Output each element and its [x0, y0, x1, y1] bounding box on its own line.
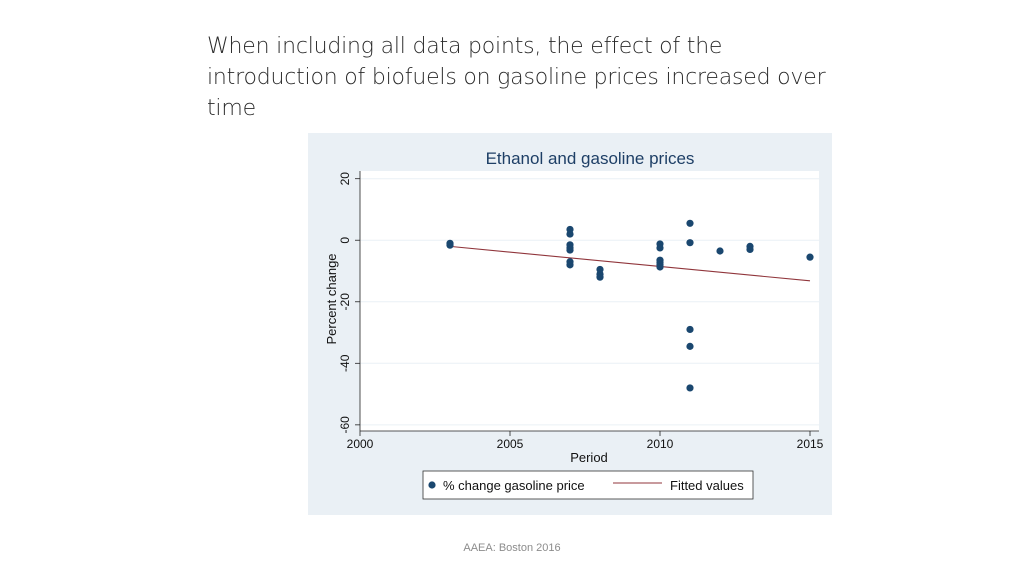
- y-tick-label: -60: [338, 416, 352, 434]
- data-point: [686, 325, 694, 334]
- data-point: [656, 263, 664, 271]
- data-point: [656, 244, 664, 252]
- fitted-line-layer: [449, 245, 811, 282]
- data-point: [566, 261, 574, 269]
- grid-lines: [360, 178, 819, 426]
- data-point: [566, 230, 574, 238]
- data-point: [446, 241, 454, 249]
- x-tick-label: 2005: [497, 437, 524, 451]
- scatter-points: [446, 219, 814, 392]
- data-point: [686, 219, 694, 227]
- y-axis-label: Percent change: [324, 253, 339, 344]
- x-tick-label: 2000: [347, 437, 374, 451]
- axes: 20 0 -20 -40 -60 2000 2005 2010 2015: [338, 171, 824, 451]
- data-point: [596, 273, 604, 281]
- chart-title: Ethanol and gasoline prices: [486, 149, 695, 168]
- data-point: [716, 247, 724, 255]
- x-tick-label: 2010: [647, 437, 674, 451]
- data-point: [566, 246, 574, 254]
- y-tick-label: -20: [338, 293, 352, 311]
- legend-marker-scatter: [428, 481, 436, 489]
- y-tick-label: 0: [338, 237, 352, 244]
- legend: % change gasoline price Fitted values: [422, 470, 754, 500]
- data-point: [686, 342, 694, 350]
- legend-label-scatter: % change gasoline price: [443, 478, 585, 493]
- chart-panel: Ethanol and gasoline prices 20 0 -20 -40 -60…: [308, 133, 832, 515]
- legend-box: [422, 470, 754, 500]
- data-point: [686, 239, 694, 247]
- slide-title: When including all data points, the effe…: [207, 34, 826, 121]
- legend-label-fit: Fitted values: [670, 478, 744, 493]
- data-point: [806, 253, 814, 261]
- x-tick-label: 2015: [797, 437, 824, 451]
- y-tick-label: -40: [338, 354, 352, 372]
- x-axis-label: Period: [570, 450, 608, 465]
- scatter-chart: Ethanol and gasoline prices 20 0 -20 -40 -60…: [308, 133, 832, 515]
- data-point: [686, 384, 694, 392]
- plot-area: [360, 171, 819, 431]
- fitted-line: [449, 245, 811, 282]
- y-tick-label: 20: [338, 172, 352, 186]
- slide-footer: AAEA: Boston 2016: [463, 542, 561, 554]
- data-point: [746, 245, 754, 254]
